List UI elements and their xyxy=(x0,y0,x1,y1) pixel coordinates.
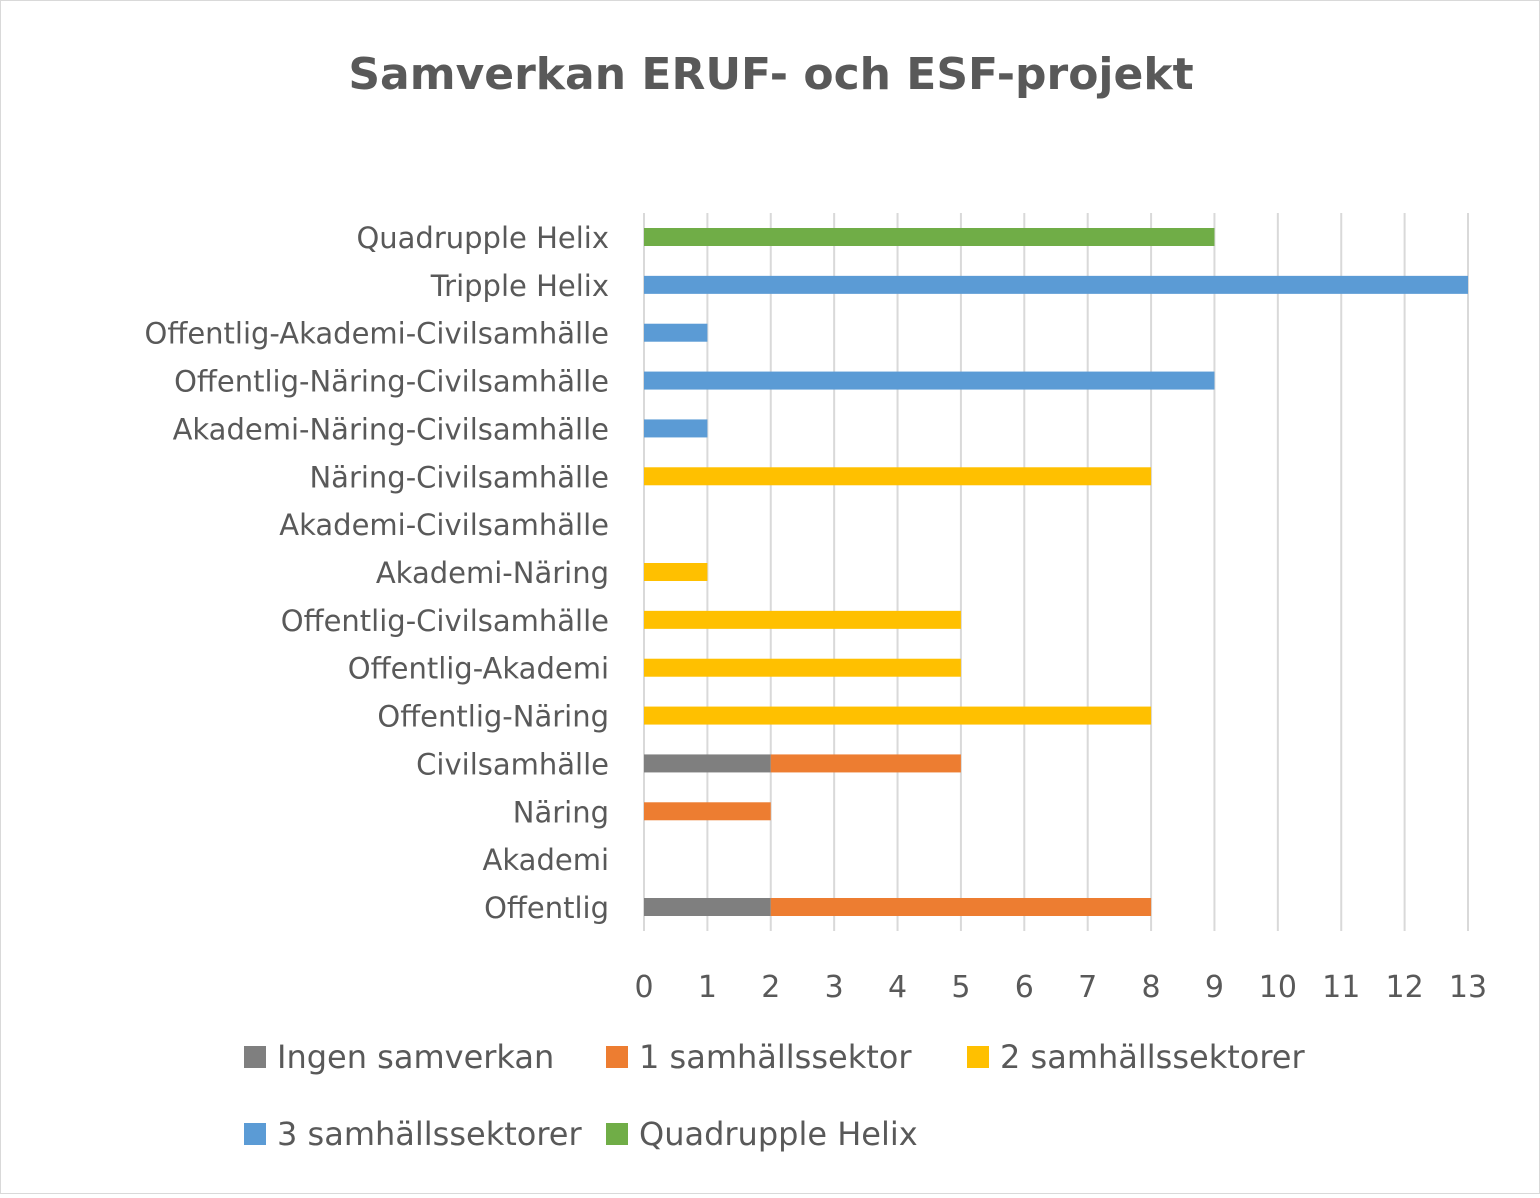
category-label: Offentlig-Akademi-Civilsamhälle xyxy=(145,317,609,351)
category-label: Akademi-Näring xyxy=(376,556,609,590)
category-label: Civilsamhälle xyxy=(416,747,609,781)
legend-item: 1 samhällssektor xyxy=(606,1038,912,1076)
bar-segment xyxy=(644,275,1468,294)
category-label: Akademi-Näring-Civilsamhälle xyxy=(173,412,609,446)
bar-segment xyxy=(644,228,1215,246)
legend-item: 2 samhällssektorer xyxy=(967,1038,1305,1076)
x-tick-label: 13 xyxy=(1449,970,1487,1005)
bar-segment xyxy=(644,467,1152,486)
x-tick-label: 0 xyxy=(634,970,653,1005)
category-label: Offentlig-Näring-Civilsamhälle xyxy=(174,365,609,399)
bar-segment xyxy=(644,610,961,629)
category-label: Näring xyxy=(513,795,609,829)
category-label: Offentlig xyxy=(484,891,609,925)
x-tick-label: 9 xyxy=(1205,970,1224,1005)
legend-swatch xyxy=(244,1123,266,1145)
x-tick-label: 12 xyxy=(1386,970,1424,1005)
x-tick-label: 11 xyxy=(1322,970,1360,1005)
category-label: Offentlig-Akademi xyxy=(348,652,609,686)
legend-item: 3 samhällssektorer xyxy=(244,1115,582,1153)
legend-item: Quadrupple Helix xyxy=(606,1115,918,1153)
x-tick-label: 7 xyxy=(1078,970,1097,1005)
bar-segment xyxy=(644,563,708,581)
bar-segment xyxy=(770,898,1152,916)
legend-label: 2 samhällssektorer xyxy=(1000,1038,1305,1076)
bar-segment xyxy=(644,419,708,438)
legend-label: 3 samhällssektorer xyxy=(277,1115,582,1153)
bar-segment xyxy=(644,898,771,916)
x-tick-label: 3 xyxy=(825,970,844,1005)
category-label: Tripple Helix xyxy=(430,269,609,303)
x-tick-label: 2 xyxy=(761,970,780,1005)
x-tick-label: 4 xyxy=(888,970,907,1005)
bar-segment xyxy=(644,371,1215,390)
chart-title: Samverkan ERUF- och ESF-projekt xyxy=(348,49,1193,100)
legend-swatch xyxy=(967,1046,989,1068)
x-tick-label: 10 xyxy=(1259,970,1297,1005)
category-label: Offentlig-Näring xyxy=(377,700,609,734)
legend-swatch xyxy=(244,1046,266,1068)
x-tick-label: 5 xyxy=(951,970,970,1005)
legend-label: Quadrupple Helix xyxy=(639,1115,918,1153)
category-label: Akademi xyxy=(483,843,609,877)
bar-segment xyxy=(644,658,961,677)
bar-segment xyxy=(770,754,961,773)
legend-swatch xyxy=(606,1123,628,1145)
category-label: Akademi-Civilsamhälle xyxy=(279,508,609,542)
category-label: Offentlig-Civilsamhälle xyxy=(281,604,609,638)
legend-label: Ingen samverkan xyxy=(277,1038,554,1076)
bar-segment xyxy=(644,706,1152,725)
bar-segment xyxy=(644,802,771,821)
x-tick-label: 8 xyxy=(1142,970,1161,1005)
legend-item: Ingen samverkan xyxy=(244,1038,554,1076)
legend-label: 1 samhällssektor xyxy=(639,1038,912,1076)
x-tick-label: 6 xyxy=(1015,970,1034,1005)
category-label: Quadrupple Helix xyxy=(356,221,609,255)
x-tick-label: 1 xyxy=(698,970,717,1005)
category-label: Näring-Civilsamhälle xyxy=(309,460,609,494)
bar-segment xyxy=(644,323,708,342)
bar-segment xyxy=(644,754,771,773)
legend-swatch xyxy=(606,1046,628,1068)
